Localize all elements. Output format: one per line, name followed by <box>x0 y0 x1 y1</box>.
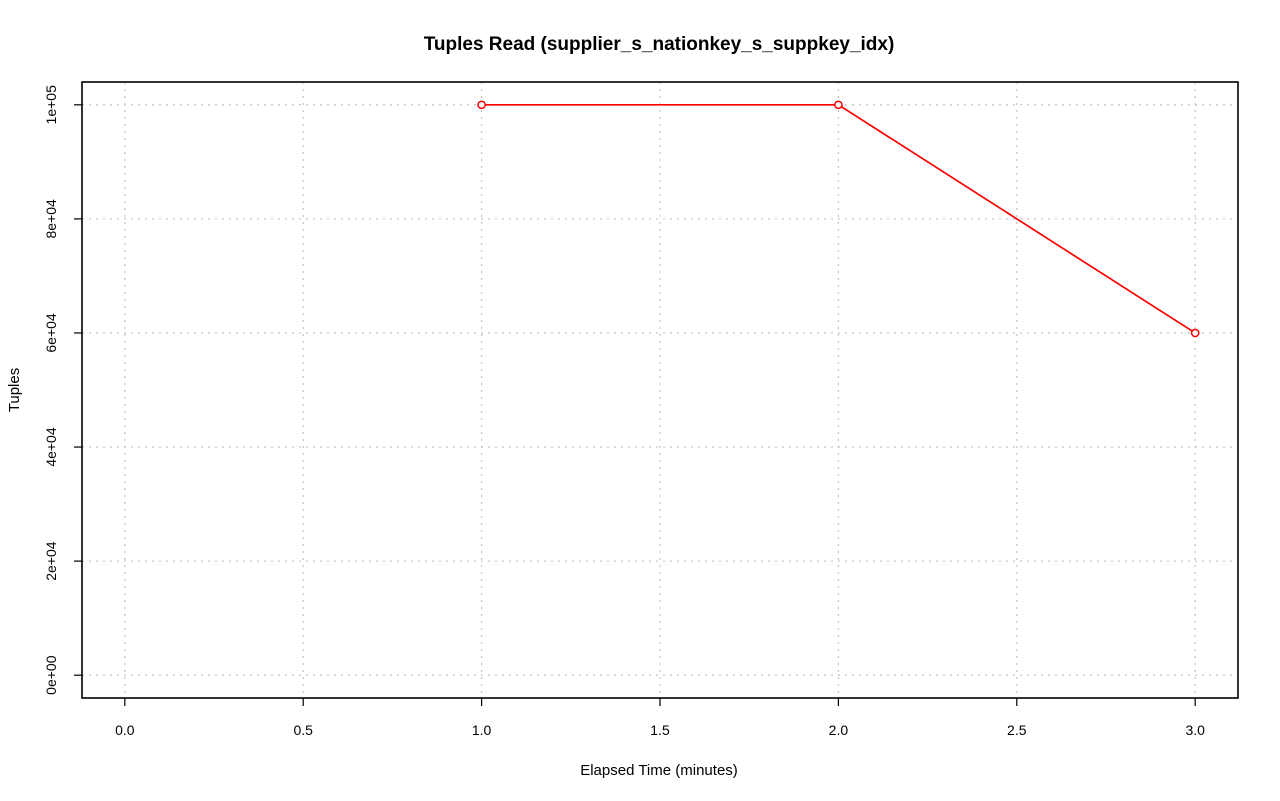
series-line-segment <box>837 104 1196 334</box>
y-tick-label: 8e+04 <box>43 199 59 239</box>
series <box>477 100 1200 338</box>
grid-lines <box>82 82 1238 698</box>
x-tick-label: 0.0 <box>115 722 135 738</box>
x-tick-label: 1.5 <box>650 722 670 738</box>
x-tick-label: 1.0 <box>472 722 492 738</box>
axes: 0.0 0.5 1.0 1.5 2.0 2.5 3.0 0e+00 2e+04 4e+04 6e+0… <box>43 85 1205 738</box>
y-axis-label: Tuples <box>6 368 23 412</box>
data-point <box>834 100 843 110</box>
x-tick-label: 2.5 <box>1007 722 1027 738</box>
y-tick-label: 1e+05 <box>43 85 59 125</box>
x-tick-label: 0.5 <box>293 722 313 738</box>
x-axis-label: Elapsed Time (minutes) <box>580 762 738 779</box>
x-tick-label: 2.0 <box>829 722 849 738</box>
y-tick-label: 2e+04 <box>43 541 59 581</box>
y-tick-label: 0e+00 <box>43 655 59 695</box>
x-tick-label: 3.0 <box>1185 722 1205 738</box>
y-tick-label: 6e+04 <box>43 313 59 353</box>
data-point <box>477 100 486 110</box>
data-point <box>1190 328 1200 338</box>
chart-title: Tuples Read (supplier_s_nationkey_s_supp… <box>424 34 895 55</box>
plot-frame <box>81 81 1239 699</box>
y-tick-label: 4e+04 <box>43 427 59 467</box>
